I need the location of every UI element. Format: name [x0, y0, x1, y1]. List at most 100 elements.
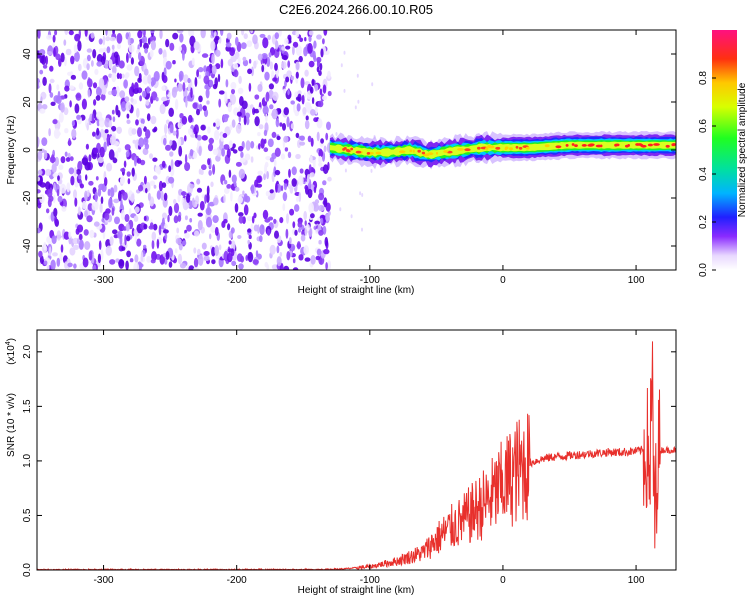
noise-cell: [307, 135, 312, 143]
noise-cell: [259, 235, 263, 243]
noise-cell: [138, 73, 142, 81]
noise-cell: [130, 97, 134, 103]
noise-cell: [297, 221, 303, 228]
noise-cell: [165, 38, 170, 48]
noise-cell: [361, 193, 364, 197]
ridge-peak: [640, 144, 647, 148]
noise-cell: [168, 261, 173, 268]
noise-cell: [153, 126, 158, 132]
noise-cell: [286, 251, 291, 261]
noise-cell: [96, 86, 102, 97]
noise-cell: [282, 88, 287, 94]
noise-cell: [217, 73, 221, 83]
noise-cell: [184, 154, 188, 164]
noise-cell: [67, 71, 72, 76]
ridge-peak: [435, 151, 439, 155]
spectrogram-noise-region: [37, 30, 376, 270]
noise-cell: [156, 238, 160, 249]
noise-cell: [316, 34, 322, 40]
noise-cell: [112, 229, 118, 235]
noise-cell: [226, 184, 232, 189]
noise-cell: [267, 195, 274, 201]
ridge-peak: [653, 143, 660, 146]
noise-cell: [312, 160, 316, 169]
noise-cell: [126, 113, 130, 119]
noise-cell: [203, 251, 210, 256]
noise-cell: [234, 186, 240, 192]
noise-cell: [46, 236, 51, 244]
noise-cell: [107, 188, 111, 196]
noise-cell: [182, 50, 185, 61]
noise-cell: [252, 34, 258, 45]
noise-cell: [197, 212, 203, 217]
noise-cell: [297, 139, 301, 149]
noise-cell: [268, 216, 274, 221]
noise-cell: [257, 84, 263, 92]
noise-cell: [245, 112, 250, 119]
noise-cell: [250, 141, 255, 149]
noise-cell: [304, 69, 309, 77]
x-tick-label: 100: [628, 275, 645, 286]
noise-cell: [111, 44, 115, 50]
noise-cell: [194, 230, 200, 237]
noise-cell: [159, 103, 166, 115]
noise-cell: [118, 259, 125, 269]
noise-cell: [152, 157, 158, 162]
noise-cell: [276, 245, 280, 254]
noise-cell: [223, 114, 230, 119]
noise-cell: [233, 63, 239, 70]
noise-cell: [214, 35, 220, 41]
noise-cell: [116, 126, 122, 134]
ridge-peak: [464, 148, 471, 152]
noise-cell: [60, 102, 65, 113]
noise-cell: [125, 150, 130, 158]
noise-cell: [37, 189, 41, 194]
noise-cell: [284, 147, 289, 152]
noise-cell: [46, 51, 53, 56]
noise-cell: [134, 65, 140, 77]
noise-cell: [282, 123, 286, 131]
noise-cell: [188, 30, 193, 37]
noise-cell: [112, 116, 116, 123]
noise-cell: [162, 75, 168, 84]
noise-cell: [132, 139, 137, 144]
noise-cell: [85, 174, 88, 181]
noise-cell: [246, 216, 253, 222]
noise-cell: [198, 254, 204, 266]
x-tick-label: 0: [500, 575, 506, 586]
noise-cell: [233, 69, 239, 78]
noise-cell: [151, 251, 157, 262]
noise-cell: [323, 145, 327, 153]
noise-cell: [287, 89, 290, 96]
noise-cell: [272, 77, 277, 82]
ridge-peak: [509, 147, 513, 151]
noise-cell: [126, 171, 131, 177]
noise-cell: [306, 103, 312, 113]
noise-cell: [323, 30, 328, 36]
noise-cell: [314, 84, 319, 92]
noise-cell: [230, 240, 236, 252]
noise-cell: [116, 33, 123, 44]
noise-cell: [144, 68, 149, 76]
noise-cell: [190, 87, 193, 98]
noise-cell: [177, 160, 183, 165]
noise-cell: [354, 105, 357, 110]
noise-cell: [158, 48, 163, 55]
x-tick-label: -100: [360, 275, 380, 286]
noise-cell: [197, 220, 203, 231]
noise-cell: [118, 190, 122, 202]
noise-cell: [165, 144, 172, 151]
noise-cell: [226, 148, 231, 158]
noise-cell: [179, 73, 183, 82]
ridge-peak: [555, 145, 562, 149]
noise-cell: [161, 182, 167, 189]
noise-cell: [184, 232, 190, 239]
noise-cell: [73, 263, 77, 269]
noise-cell: [174, 78, 177, 83]
y-tick-label: 20: [22, 96, 33, 108]
noise-cell: [84, 241, 91, 250]
noise-cell: [263, 129, 268, 137]
noise-cell: [218, 98, 222, 108]
noise-cell: [138, 52, 142, 61]
